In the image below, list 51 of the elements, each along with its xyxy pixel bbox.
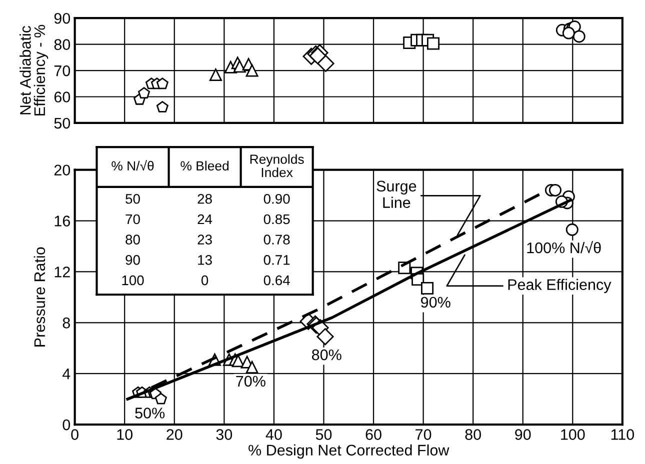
annotation: 100 (122, 275, 144, 286)
annotation: % N/√θ (112, 160, 154, 171)
y-tick-label: 70 (54, 65, 70, 76)
annotation: Surge Line (376, 180, 416, 208)
x-tick-label: 70 (416, 429, 432, 440)
annotation: 70 (126, 214, 140, 224)
x-tick-label: 110 (611, 429, 634, 440)
y-axis-title: Pressure Ratio (34, 247, 46, 346)
x-tick-label: 30 (216, 429, 232, 440)
y-tick-label: 0 (62, 419, 70, 430)
y-axis-title: Net Adiabatic Efficiency - % (20, 24, 48, 116)
annotation: 0.71 (264, 255, 290, 265)
annotation: 70% (236, 376, 266, 387)
annotation: 0.85 (264, 214, 290, 224)
annotation: 90% (421, 296, 450, 308)
annotation: 90 (126, 255, 140, 265)
annotation: Peak Efficiency (508, 278, 612, 294)
annotation: 0 (201, 275, 208, 286)
x-tick-label: 20 (166, 429, 182, 440)
x-tick-label: 60 (366, 429, 382, 440)
annotation: 80% (312, 349, 342, 360)
y-tick-label: 12 (54, 266, 70, 278)
annotation: 0.64 (264, 275, 290, 286)
annotation: 80 (126, 234, 140, 245)
annotation: 50 (126, 194, 140, 204)
annotation: 13 (198, 255, 212, 265)
annotation: Reynolds Index (250, 154, 304, 178)
x-tick-label: 90 (515, 429, 531, 440)
y-tick-label: 60 (54, 92, 70, 102)
annotation: 0.90 (264, 194, 290, 204)
y-tick-label: 90 (54, 12, 70, 24)
annotation: 50% (135, 408, 165, 418)
x-tick-label: 0 (71, 429, 78, 440)
annotation: 23 (198, 234, 212, 245)
annotation: 0.78 (264, 234, 290, 245)
y-tick-label: 20 (54, 164, 70, 176)
y-tick-label: 50 (54, 118, 70, 129)
x-tick-label: 100 (561, 429, 585, 440)
annotation: % Bleed (180, 160, 229, 171)
annotation: 24 (198, 214, 212, 224)
y-tick-label: 8 (62, 318, 70, 328)
x-tick-label: 40 (266, 429, 282, 440)
x-tick-label: 50 (316, 429, 332, 440)
annotation: 100% N/√θ (527, 240, 601, 254)
y-tick-label: 80 (54, 39, 70, 50)
y-tick-label: 4 (62, 368, 70, 380)
x-tick-label: 80 (465, 429, 481, 440)
y-tick-label: 16 (54, 216, 70, 226)
x-axis-title: % Design Net Corrected Flow (248, 444, 450, 459)
x-tick-label: 10 (117, 429, 132, 440)
annotation: 28 (198, 194, 212, 204)
